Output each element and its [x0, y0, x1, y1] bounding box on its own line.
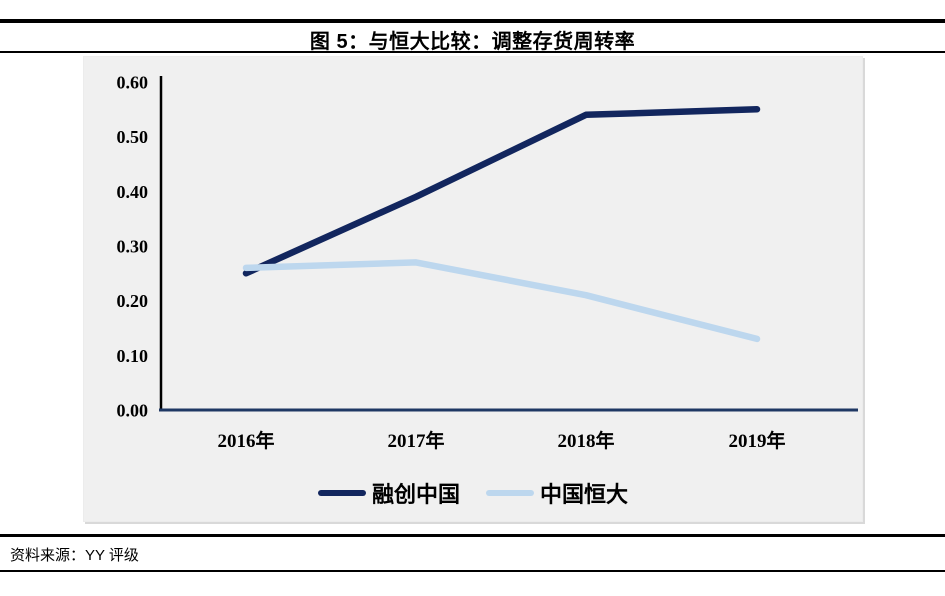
y-tick-label: 0.20 — [117, 291, 149, 311]
top-divider — [0, 19, 945, 23]
line-chart: 0.00 0.10 0.20 0.30 0.40 0.50 0.60 2016年 2017年 20… — [117, 73, 858, 452]
x-category-label: 2017年 — [387, 429, 444, 452]
series-line-0 — [242, 106, 761, 277]
y-tick-label: 0.00 — [117, 401, 149, 421]
y-tick-label: 0.50 — [117, 127, 149, 147]
legend-label: 中国恒大 — [540, 482, 629, 507]
y-tick-label: 0.10 — [117, 346, 149, 366]
figure-title: 图 5：与恒大比较：调整存货周转率 — [309, 31, 636, 53]
x-category-label: 2016年 — [217, 429, 274, 452]
chart-panel: 0.00 0.10 0.20 0.30 0.40 0.50 0.60 2016年 2017年 20… — [83, 56, 863, 522]
series-line-1 — [242, 259, 761, 343]
y-tick-label: 0.60 — [117, 73, 149, 93]
footer-divider-bottom — [0, 570, 945, 572]
legend-line-swatch — [317, 490, 366, 496]
legend-line-swatch — [486, 490, 534, 496]
footer-divider-top — [0, 534, 945, 537]
legend-item-0: 融创中国 — [317, 477, 460, 509]
y-tick-label: 0.40 — [117, 182, 149, 202]
y-tick-label: 0.30 — [117, 237, 149, 257]
x-category-label: 2019年 — [728, 429, 785, 452]
source-note: 资料来源：YY 评级 — [10, 547, 139, 564]
title-divider — [0, 51, 945, 53]
legend-item-1: 中国恒大 — [486, 477, 628, 509]
x-category-label: 2018年 — [557, 429, 614, 452]
legend-label: 融创中国 — [371, 482, 460, 507]
chart-legend: 融创中国 中国恒大 — [84, 477, 862, 509]
